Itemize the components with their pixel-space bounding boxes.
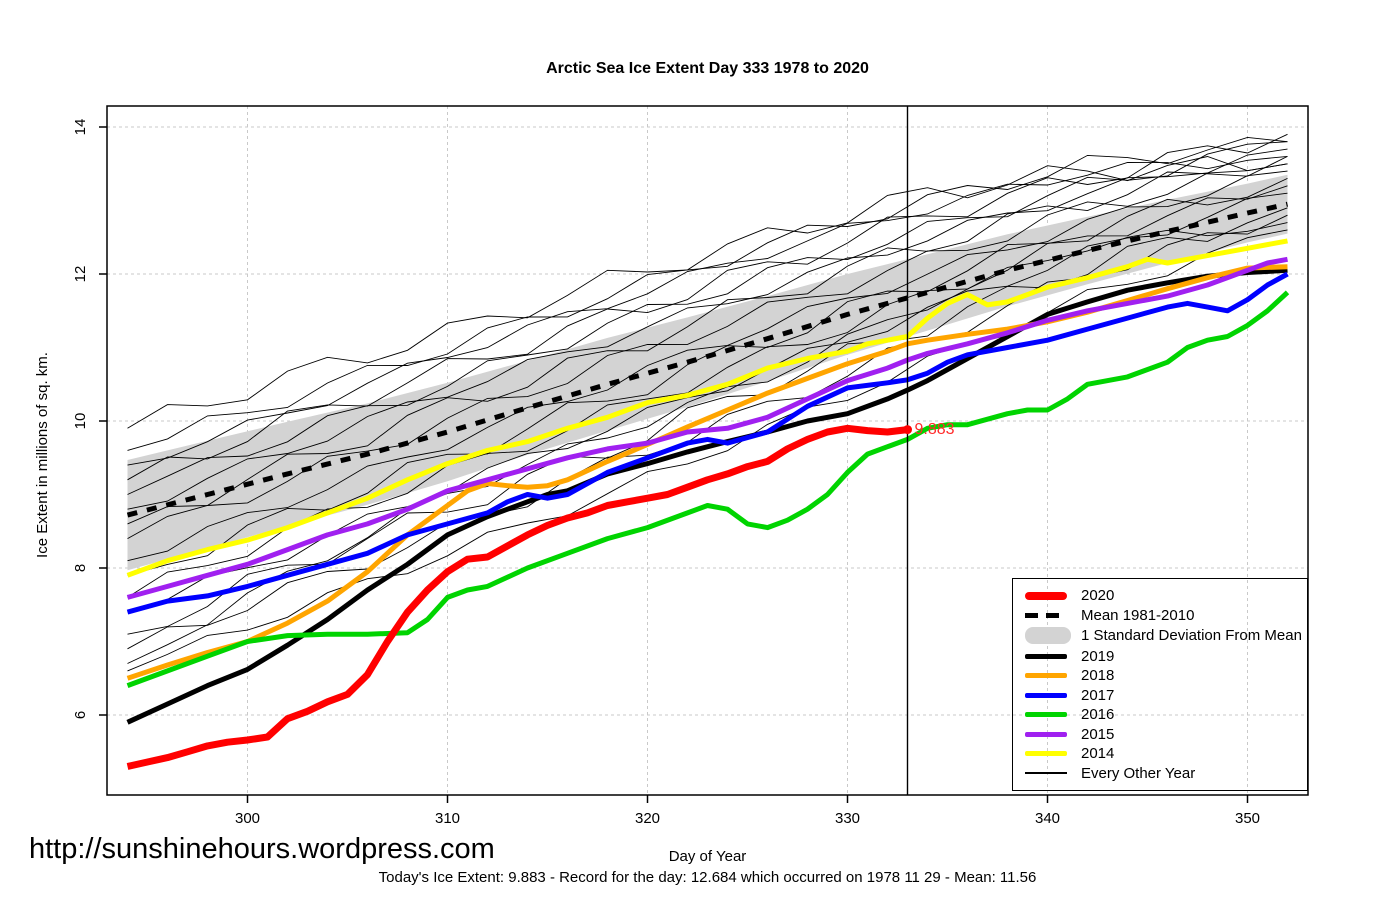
legend-label: 2020 xyxy=(1081,587,1115,605)
legend-item-1-standard-deviation-from-mean: 1 Standard Deviation From Mean xyxy=(1025,627,1303,645)
legend-label: 2014 xyxy=(1081,745,1115,763)
legend-swatch-thin xyxy=(1025,772,1071,774)
legend-item-2020: 2020 xyxy=(1025,588,1303,603)
legend-swatch-line xyxy=(1025,653,1071,659)
std-dev-band xyxy=(127,174,1288,571)
x-tick-label: 300 xyxy=(235,810,260,827)
background-year-line xyxy=(127,229,1288,672)
series-2014-line xyxy=(126,238,1288,578)
legend-label: Mean 1981-2010 xyxy=(1081,606,1195,624)
legend-item-2017: 2017 xyxy=(1025,688,1303,703)
y-tick-label: 14 xyxy=(72,119,89,136)
legend-item-2014: 2014 xyxy=(1025,746,1303,761)
background-year-line xyxy=(127,185,1288,598)
legend-item-2018: 2018 xyxy=(1025,668,1303,683)
legend-label: 2018 xyxy=(1081,667,1115,685)
chart-title: Arctic Sea Ice Extent Day 333 1978 to 20… xyxy=(546,60,869,77)
background-year-line xyxy=(127,136,1288,451)
y-tick-label: 6 xyxy=(72,711,89,719)
background-year-line xyxy=(127,163,1288,539)
legend-item-2015: 2015 xyxy=(1025,727,1303,742)
background-year-line xyxy=(127,155,1288,525)
x-axis-label: Day of Year xyxy=(668,848,747,865)
legend-label: 2017 xyxy=(1081,686,1115,704)
x-tick-label: 350 xyxy=(1235,810,1260,827)
legend-swatch-line xyxy=(1025,751,1071,757)
legend-item-mean-1981-2010: Mean 1981-2010 xyxy=(1025,608,1303,623)
legend-item-2016: 2016 xyxy=(1025,707,1303,722)
legend-swatch-line xyxy=(1025,731,1071,737)
watermark-url: http://sunshinehours.wordpress.com xyxy=(29,833,495,865)
legend-label: 2019 xyxy=(1081,647,1115,665)
legend-swatch-line xyxy=(1025,712,1071,718)
x-tick-label: 310 xyxy=(435,810,460,827)
series-2019-line xyxy=(126,267,1288,725)
legend-swatch-line xyxy=(1025,692,1071,698)
background-year-line xyxy=(127,148,1288,510)
series-2020-line xyxy=(126,424,908,770)
background-year-line xyxy=(127,170,1288,562)
legend-swatch-band xyxy=(1025,627,1071,645)
legend-label: 2016 xyxy=(1081,706,1115,724)
series-2016-line xyxy=(126,290,1290,688)
legend-swatch-line xyxy=(1025,673,1071,679)
y-tick-label: 8 xyxy=(72,564,89,572)
footnote-summary: Today's Ice Extent: 9.883 - Record for t… xyxy=(378,869,1037,886)
legend-swatch-thick xyxy=(1025,591,1071,600)
y-axis-label: Ice Extent in millions of sq. km. xyxy=(34,352,51,558)
y-tick-label: 10 xyxy=(72,413,89,430)
legend-swatch-dashed xyxy=(1025,612,1071,618)
plot-border xyxy=(106,105,1309,796)
current-extent-annotation: 9.883 xyxy=(914,420,955,438)
legend-item-every-other-year: Every Other Year xyxy=(1025,766,1303,781)
x-tick-label: 330 xyxy=(835,810,860,827)
background-year-line xyxy=(127,133,1288,481)
legend-label: 1 Standard Deviation From Mean xyxy=(1081,627,1302,645)
current-extent-dot xyxy=(903,425,912,435)
series-2017-line xyxy=(126,271,1289,615)
legend-box: 2020 Mean 1981-2010 1 Standard Deviation F… xyxy=(1012,578,1308,791)
x-tick-label: 320 xyxy=(635,810,660,827)
background-year-line xyxy=(127,156,1288,429)
series-2015-line xyxy=(126,256,1288,600)
background-year-line xyxy=(127,141,1288,495)
y-tick-label: 12 xyxy=(72,266,89,283)
x-tick-label: 340 xyxy=(1035,810,1060,827)
legend-item-2019: 2019 xyxy=(1025,649,1303,664)
legend-label: 2015 xyxy=(1081,725,1115,743)
legend-label: Every Other Year xyxy=(1081,764,1196,782)
mean-1981-2010-line xyxy=(126,201,1289,518)
